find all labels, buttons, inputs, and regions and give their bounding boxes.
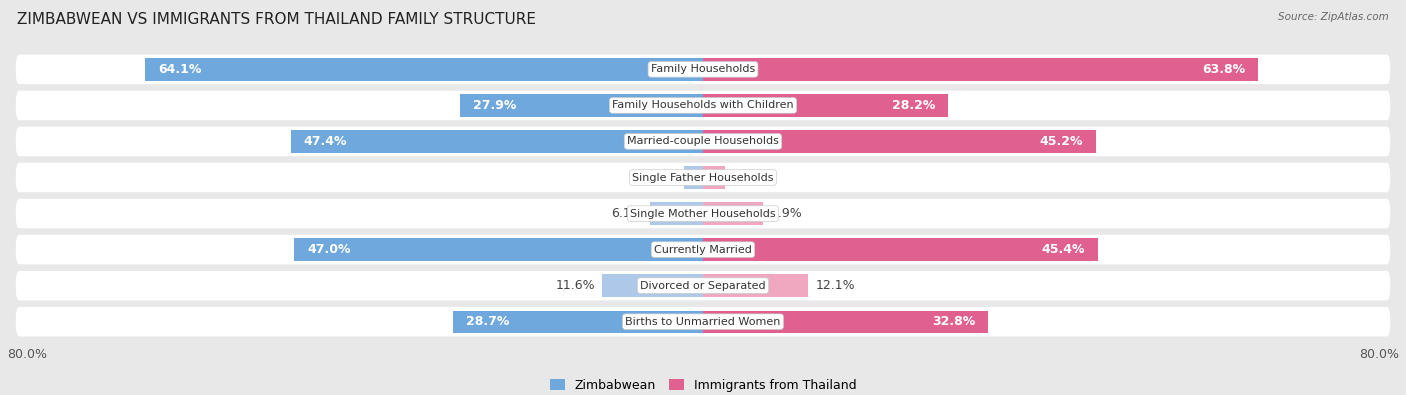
Text: 2.2%: 2.2% — [645, 171, 676, 184]
FancyBboxPatch shape — [15, 307, 1391, 337]
Text: 27.9%: 27.9% — [474, 99, 516, 112]
Bar — [703, 94, 948, 117]
Bar — [703, 166, 724, 189]
Bar — [703, 275, 808, 297]
Text: 6.9%: 6.9% — [770, 207, 801, 220]
FancyBboxPatch shape — [15, 90, 1391, 120]
Text: 47.0%: 47.0% — [307, 243, 350, 256]
Bar — [703, 130, 1097, 152]
Text: 2.5%: 2.5% — [731, 171, 763, 184]
Text: 63.8%: 63.8% — [1202, 63, 1244, 76]
Bar — [683, 166, 703, 189]
Bar — [602, 275, 703, 297]
Text: 11.6%: 11.6% — [555, 279, 595, 292]
FancyBboxPatch shape — [15, 163, 1391, 192]
Text: Single Mother Households: Single Mother Households — [630, 209, 776, 218]
Bar — [703, 310, 988, 333]
Bar — [294, 239, 703, 261]
Text: ZIMBABWEAN VS IMMIGRANTS FROM THAILAND FAMILY STRUCTURE: ZIMBABWEAN VS IMMIGRANTS FROM THAILAND F… — [17, 12, 536, 27]
Text: 80.0%: 80.0% — [7, 348, 46, 361]
Text: 32.8%: 32.8% — [932, 315, 976, 328]
Text: 64.1%: 64.1% — [159, 63, 202, 76]
Text: 12.1%: 12.1% — [815, 279, 855, 292]
Legend: Zimbabwean, Immigrants from Thailand: Zimbabwean, Immigrants from Thailand — [544, 374, 862, 395]
Text: Divorced or Separated: Divorced or Separated — [640, 280, 766, 291]
Bar — [145, 58, 703, 81]
Text: 28.7%: 28.7% — [467, 315, 510, 328]
Bar — [703, 58, 1258, 81]
FancyBboxPatch shape — [15, 127, 1391, 156]
Bar — [703, 202, 763, 225]
FancyBboxPatch shape — [15, 271, 1391, 301]
Text: 47.4%: 47.4% — [304, 135, 347, 148]
Text: 80.0%: 80.0% — [1360, 348, 1399, 361]
Text: Married-couple Households: Married-couple Households — [627, 136, 779, 147]
Bar — [460, 94, 703, 117]
Text: Single Father Households: Single Father Households — [633, 173, 773, 182]
Bar — [291, 130, 703, 152]
Text: 6.1%: 6.1% — [612, 207, 643, 220]
Text: Family Households: Family Households — [651, 64, 755, 74]
FancyBboxPatch shape — [15, 55, 1391, 84]
Text: 45.2%: 45.2% — [1039, 135, 1083, 148]
Text: Family Households with Children: Family Households with Children — [612, 100, 794, 111]
FancyBboxPatch shape — [15, 199, 1391, 228]
FancyBboxPatch shape — [15, 235, 1391, 264]
Text: Births to Unmarried Women: Births to Unmarried Women — [626, 317, 780, 327]
Bar — [453, 310, 703, 333]
Text: 28.2%: 28.2% — [891, 99, 935, 112]
Text: Currently Married: Currently Married — [654, 245, 752, 255]
Bar — [650, 202, 703, 225]
Text: 45.4%: 45.4% — [1042, 243, 1085, 256]
Bar — [703, 239, 1098, 261]
Text: Source: ZipAtlas.com: Source: ZipAtlas.com — [1278, 12, 1389, 22]
